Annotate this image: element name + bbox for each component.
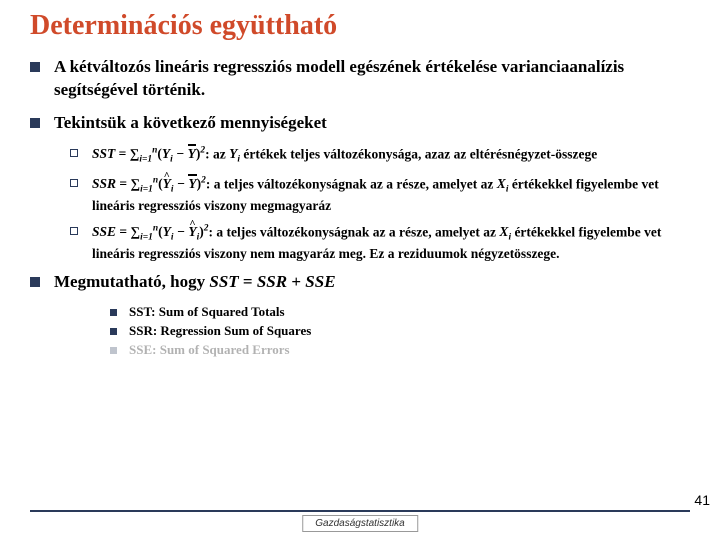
def-sse-text: SSE: Sum of Squared Errors bbox=[129, 342, 690, 358]
def-ssr: SSR: Regression Sum of Squares bbox=[110, 323, 690, 339]
square-bullet-icon bbox=[30, 277, 40, 287]
footer-divider bbox=[30, 510, 690, 512]
hollow-square-icon bbox=[70, 179, 78, 187]
page-number: 41 bbox=[694, 492, 710, 508]
sub-sse: SSE = ∑i=1n(Yi − Yi)2: a teljes változék… bbox=[70, 223, 690, 263]
sst-desc: : az Yi értékek teljes változékonysága, … bbox=[205, 146, 597, 161]
bullet-2: Tekintsük a következő mennyiségeket bbox=[30, 112, 690, 135]
square-bullet-icon bbox=[30, 62, 40, 72]
formula-sst: SST = ∑i=1n(Yi − Y)2 bbox=[92, 146, 205, 161]
def-sst: SST: Sum of Squared Totals bbox=[110, 304, 690, 320]
square-bullet-icon bbox=[110, 328, 117, 335]
hollow-square-icon bbox=[70, 227, 78, 235]
square-bullet-icon bbox=[110, 309, 117, 316]
sub-ssr: SSR = ∑i=1n(Yi − Y)2: a teljes változéko… bbox=[70, 175, 690, 215]
formula-sse: SSE = ∑i=1n(Yi − Yi)2 bbox=[92, 224, 208, 239]
square-bullet-icon bbox=[30, 118, 40, 128]
def-ssr-text: SSR: Regression Sum of Squares bbox=[129, 323, 690, 339]
bullet-1-text: A kétváltozós lineáris regressziós model… bbox=[54, 56, 690, 102]
slide-title: Determinációs együttható bbox=[30, 10, 690, 42]
bullet-4-text: Megmutatható, hogy SST = SSR + SSE bbox=[54, 271, 690, 294]
bullet-1: A kétváltozós lineáris regressziós model… bbox=[30, 56, 690, 102]
hollow-square-icon bbox=[70, 149, 78, 157]
sub-sst-content: SST = ∑i=1n(Yi − Y)2: az Yi értékek telj… bbox=[92, 145, 690, 167]
def-sst-text: SST: Sum of Squared Totals bbox=[129, 304, 690, 320]
sub-sst: SST = ∑i=1n(Yi − Y)2: az Yi értékek telj… bbox=[70, 145, 690, 167]
formula-ssr: SSR = ∑i=1n(Yi − Y)2 bbox=[92, 176, 206, 191]
sub-ssr-content: SSR = ∑i=1n(Yi − Y)2: a teljes változéko… bbox=[92, 175, 690, 215]
sub-sse-content: SSE = ∑i=1n(Yi − Yi)2: a teljes változék… bbox=[92, 223, 690, 263]
def-sse: SSE: Sum of Squared Errors bbox=[110, 342, 690, 358]
square-bullet-icon bbox=[110, 347, 117, 354]
bullet-2-text: Tekintsük a következő mennyiségeket bbox=[54, 112, 690, 135]
footer-label: Gazdaságstatisztika bbox=[302, 515, 418, 532]
slide-body: Determinációs együttható A kétváltozós l… bbox=[0, 0, 720, 358]
bullet-4: Megmutatható, hogy SST = SSR + SSE bbox=[30, 271, 690, 294]
